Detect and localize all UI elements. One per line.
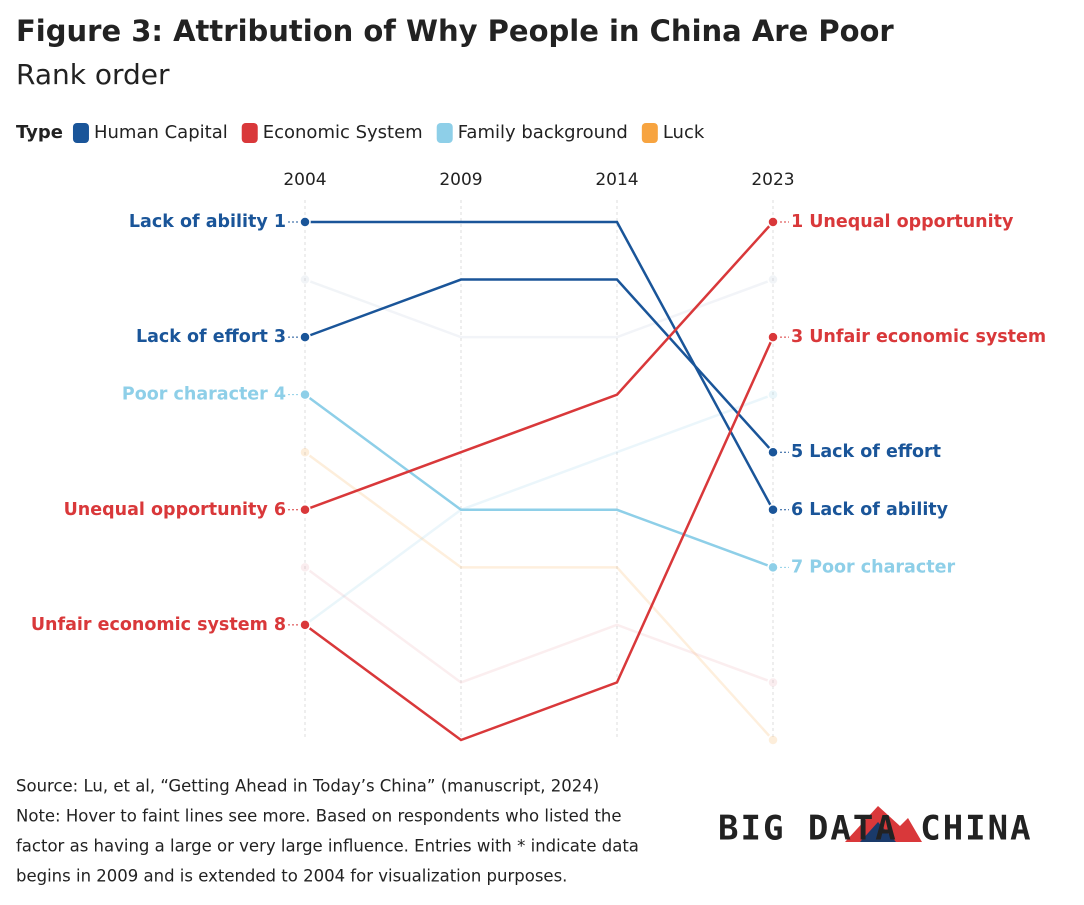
series-line — [304, 393, 774, 569]
footer: Source: Lu, et al, “Getting Ahead in Tod… — [16, 777, 639, 886]
point — [299, 216, 311, 228]
series: Lack of effort 3 5 Lack of effort — [136, 278, 941, 462]
rank-label: 3 — [274, 327, 286, 347]
series-line — [304, 393, 774, 626]
x-tick-label: 2023 — [751, 170, 794, 190]
series-name: Unequal opportunity — [809, 212, 1014, 232]
chart-title: Figure 3: Attribution of Why People in C… — [16, 14, 894, 48]
rank-label: 7 — [791, 557, 803, 577]
series-name: Poor character — [122, 385, 268, 405]
point — [299, 619, 311, 631]
rank-label: 6 — [274, 500, 286, 520]
start-label: Lack of effort 3 — [136, 327, 286, 347]
end-label: 6 Lack of ability — [791, 500, 949, 520]
start-label: Unfair economic system 8 — [31, 615, 286, 635]
series-name: Lack of effort — [809, 442, 941, 462]
point — [767, 331, 779, 343]
rank-label: 8 — [274, 615, 286, 635]
end-label: 7 Poor character — [791, 557, 955, 577]
x-tick-label: 2014 — [595, 170, 638, 190]
point — [767, 388, 779, 401]
logo-mountain — [860, 822, 896, 842]
point — [299, 446, 311, 458]
series-name: Unequal opportunity — [64, 500, 269, 520]
rank-label: 4 — [274, 385, 286, 405]
x-tick-label: 2004 — [283, 170, 326, 190]
x-tick-label: 2009 — [439, 170, 482, 190]
legend-title: Type — [16, 122, 63, 143]
legend-label: Family background — [458, 122, 628, 143]
logo: BIG DATA CHINA — [718, 806, 1033, 849]
point — [767, 504, 779, 516]
series: Unfair economic system 8 3 Unfair economic … — [31, 327, 1046, 742]
series-name: Lack of ability — [809, 500, 948, 520]
point — [299, 331, 311, 343]
series-name: Poor character — [809, 557, 955, 577]
end-label: 5 Lack of effort — [791, 442, 941, 462]
point — [299, 561, 311, 574]
faint-series — [299, 273, 779, 339]
series-line — [304, 221, 774, 511]
point — [767, 676, 779, 689]
legend: Human Capital Economic System Family backg… — [72, 122, 705, 143]
point — [299, 273, 311, 286]
legend-swatch — [241, 123, 258, 143]
legend-swatch — [72, 123, 89, 143]
end-label: 3 Unfair economic system — [791, 327, 1046, 347]
series-name: Lack of effort — [136, 327, 268, 347]
series-line — [304, 336, 775, 742]
logo-text: BIG DATA CHINA — [718, 809, 1033, 849]
series-name: Unfair economic system — [809, 327, 1046, 347]
series: Poor character 4 7 Poor character — [122, 385, 956, 578]
logo-mountain — [845, 806, 922, 842]
point — [767, 734, 779, 746]
start-label: Unequal opportunity 6 — [64, 500, 286, 520]
series: Lack of ability 1 6 Lack of ability — [129, 212, 949, 520]
series-line — [304, 566, 774, 684]
rank-label: 1 — [791, 212, 803, 232]
series-name: Unfair economic system — [31, 615, 268, 635]
point — [767, 273, 779, 286]
note-line: Note: Hover to faint lines see more. Bas… — [16, 807, 622, 826]
series-line — [304, 278, 774, 454]
source: Source: Lu, et al, “Getting Ahead in Tod… — [16, 777, 599, 796]
note-line: begins in 2009 and is extended to 2004 f… — [16, 867, 567, 886]
point — [299, 388, 311, 401]
series: Unequal opportunity 61 Unequal opportunity — [64, 212, 1014, 520]
point — [767, 446, 779, 458]
rank-label: 5 — [791, 442, 803, 462]
legend-swatch — [436, 123, 453, 143]
legend-label: Luck — [663, 122, 705, 143]
start-label: Lack of ability 1 — [129, 212, 286, 232]
legend-swatch — [641, 123, 658, 143]
faint-series — [299, 446, 779, 746]
legend-label: Economic System — [263, 122, 423, 143]
point — [767, 216, 779, 228]
rank-label: 1 — [274, 212, 286, 232]
series-line — [305, 220, 775, 511]
faint-series — [299, 561, 779, 689]
series-line — [304, 278, 774, 339]
point — [767, 561, 779, 574]
chart-subtitle: Rank order — [16, 58, 170, 91]
point — [299, 504, 311, 516]
start-label: Poor character 4 — [122, 385, 286, 405]
series-name: Lack of ability — [129, 212, 268, 232]
end-label: 1 Unequal opportunity — [791, 212, 1014, 232]
note-line: factor as having a large or very large i… — [16, 837, 639, 856]
rank-label: 3 — [791, 327, 803, 347]
legend-label: Human Capital — [94, 122, 228, 143]
rank-label: 6 — [791, 500, 803, 520]
series-line — [304, 451, 774, 741]
